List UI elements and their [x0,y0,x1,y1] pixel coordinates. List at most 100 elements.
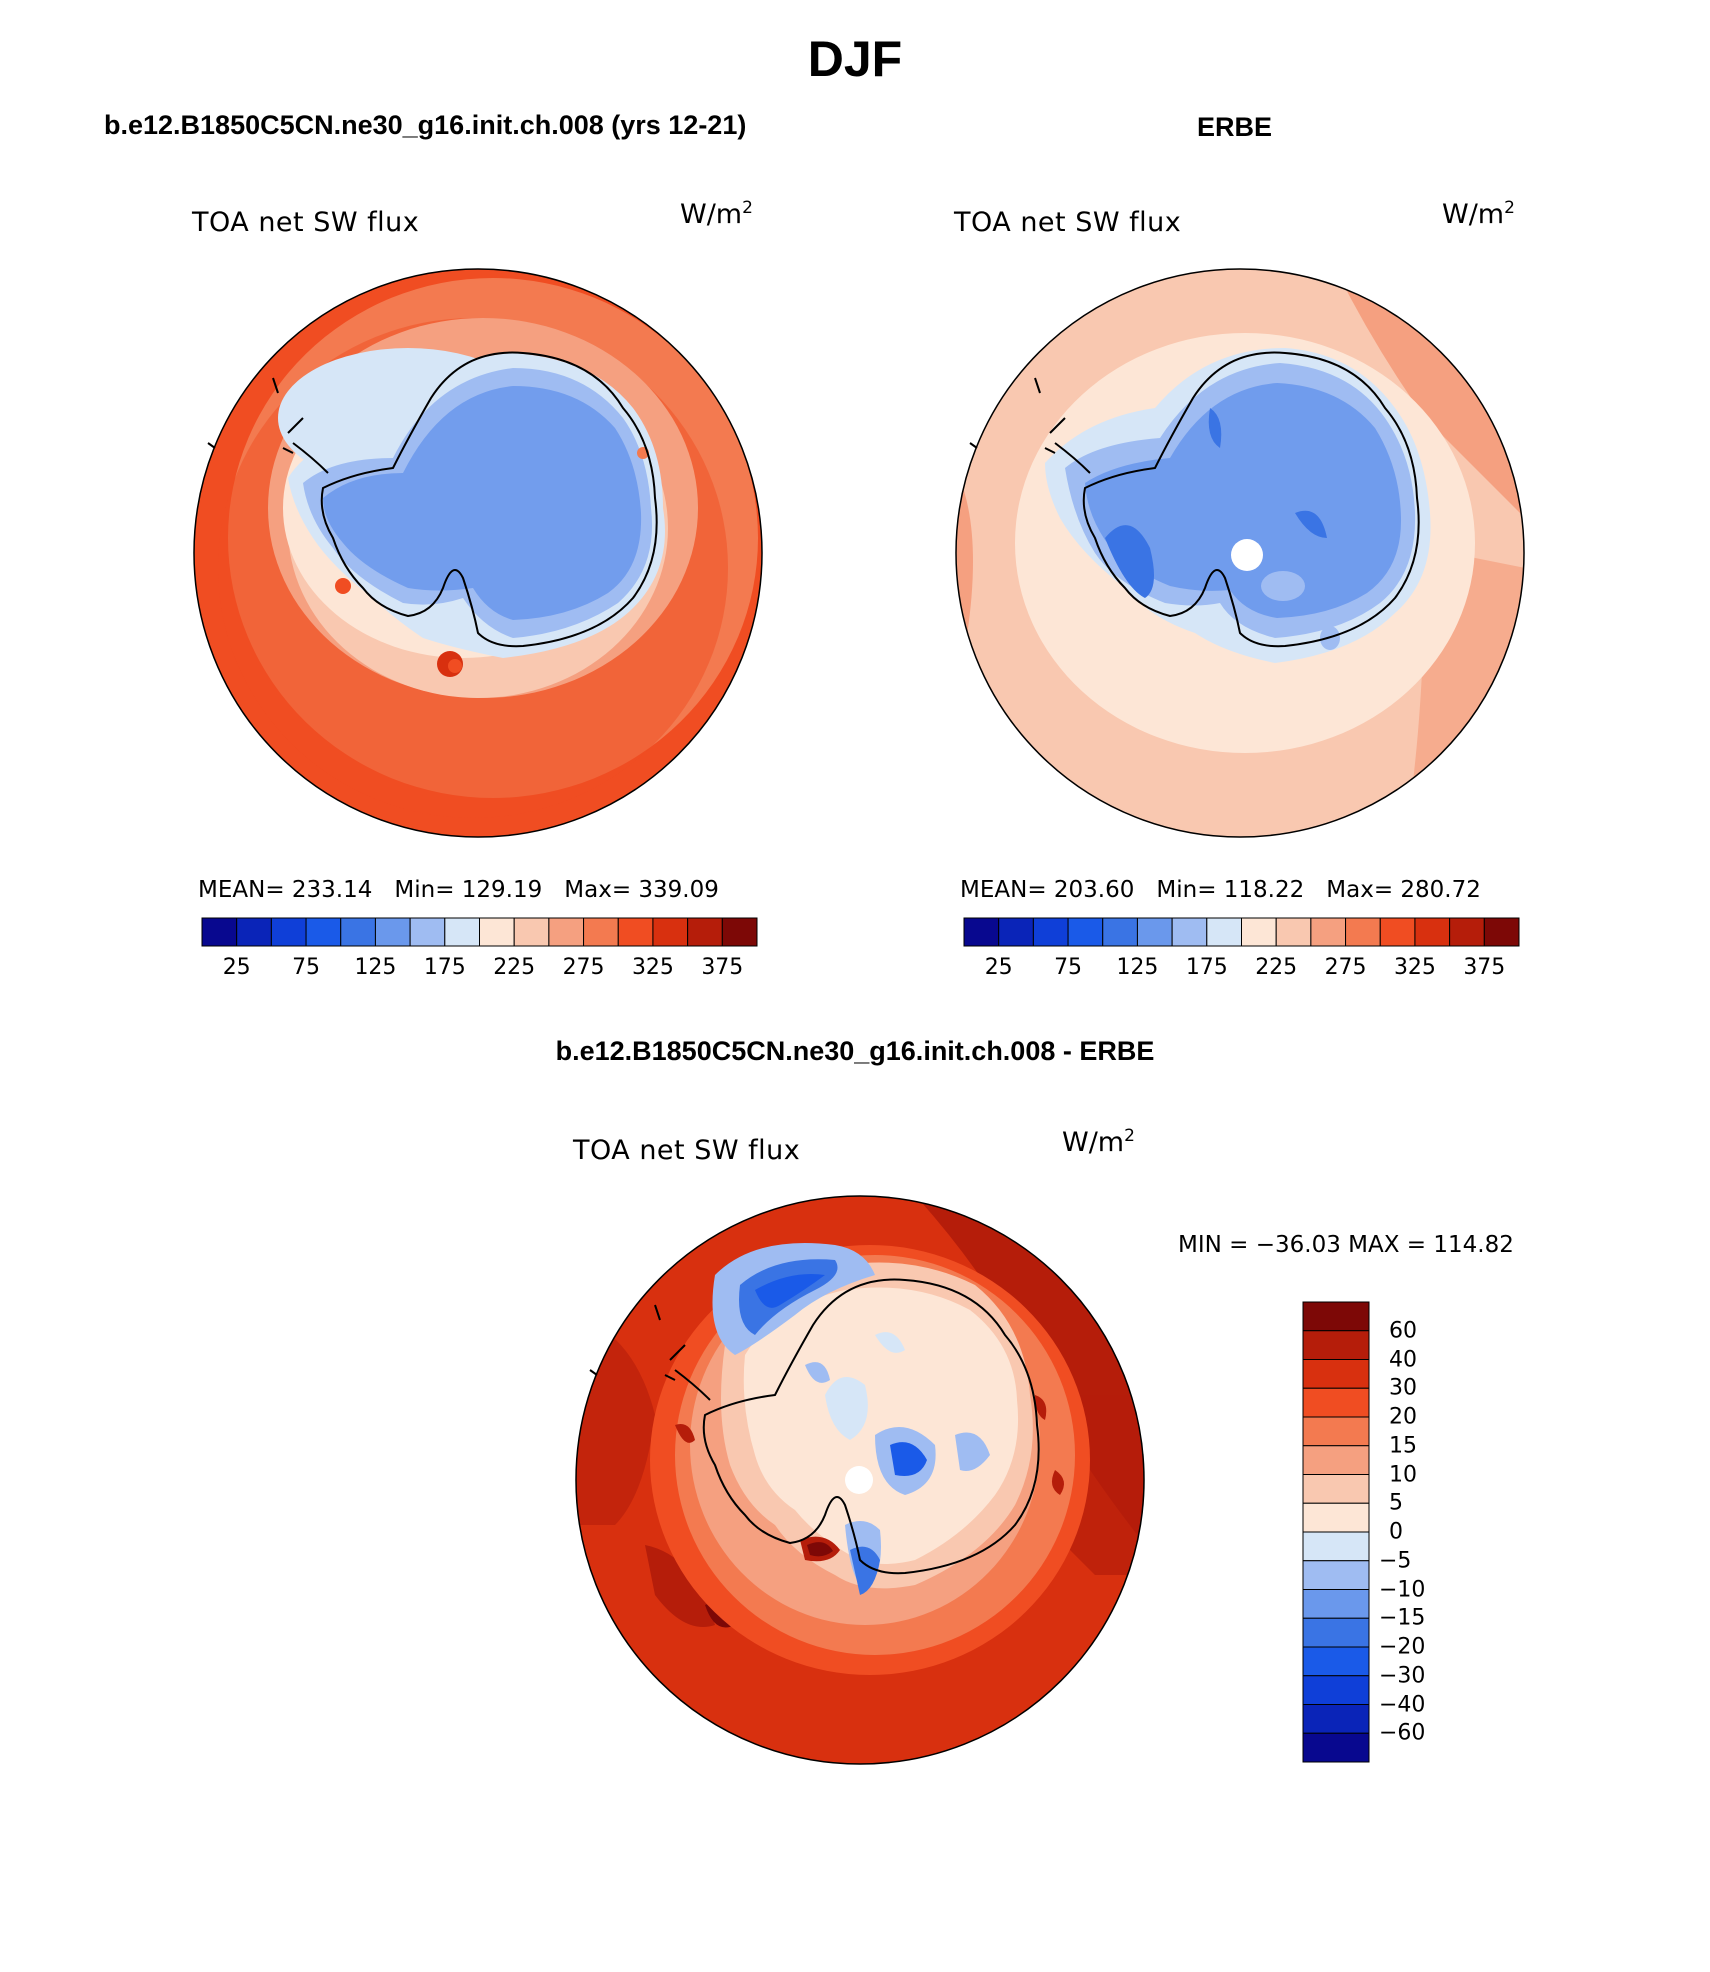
panel3-colorbar-ticks: 60 40 30 20 15 10 5 0 −5 −10 −15 −20 −30 −40 −60 [1379,1302,1465,1762]
panel1-colorbar-ticks: 25 75 125 175 225 275 325 375 [202,955,757,985]
panel3-unit: W/m2 [1062,1126,1135,1158]
panel3-colorbar-tick-label: −10 [1379,1577,1426,1602]
panel1-map [193,268,763,838]
panel2-unit: W/m2 [1442,198,1515,230]
panel1-colorbar-tick-label: 225 [493,955,536,980]
panel3-minmax: MIN = −36.03 MAX = 114.82 [1178,1232,1514,1258]
panel2-mean: MEAN= 203.60 [960,877,1135,903]
panel1-title: b.e12.B1850C5CN.ne30_g16.init.ch.008 (yr… [104,110,747,140]
panel3-colorbar-tick-label: 0 [1389,1519,1403,1545]
panel3-colorbar-tick-label: 60 [1389,1318,1417,1344]
panel2-colorbar-tick-label: 175 [1185,955,1228,980]
panel1-max: Max= 339.09 [564,877,719,903]
panel3-colorbar-box [1302,1531,1370,1562]
panel3-colorbar-box [1302,1646,1370,1677]
panel2-title: ERBE [1197,112,1273,142]
panel3-colorbar-box [1302,1502,1370,1533]
panel2-stats: MEAN= 203.60 Min= 118.22 Max= 280.72 [960,877,1503,903]
panel1-colorbar-tick-label: 375 [701,955,744,980]
panel1-colorbar-box [617,917,654,947]
panel2-colorbar-box [1379,917,1416,947]
panel1-colorbar-box [548,917,585,947]
main-title: DJF [807,31,903,87]
panel1-colorbar-box [513,917,550,947]
panel1-colorbar-box [340,917,376,947]
panel2-colorbar-box [1032,917,1069,947]
panel2-field-label: TOA net SW flux [954,207,1182,238]
panel3-field-label: TOA net SW flux [573,1135,801,1166]
panel3-colorbar-tick-label: −5 [1379,1548,1412,1574]
panel2-colorbar [963,917,1520,947]
panel3-colorbar-box [1302,1589,1370,1619]
panel1-min: Min= 129.19 [394,877,543,903]
panel2-colorbar-box [1102,917,1138,947]
panel3-colorbar-tick-label: −15 [1379,1605,1426,1631]
panel3-colorbar-tick-label: −20 [1379,1634,1426,1660]
panel3-colorbar-tick-label: 30 [1389,1375,1417,1401]
panel2-colorbar-box [1483,917,1520,947]
panel1-colorbar-box [236,917,272,947]
panel2-colorbar-box [1449,917,1485,947]
panel3-colorbar-box [1302,1301,1370,1332]
panel1-colorbar-box [583,917,619,947]
panel2-colorbar-box [1414,917,1451,947]
panel1-colorbar-box [479,917,515,947]
panel3-map [575,1195,1145,1765]
panel3-colorbar-tick-label: 20 [1389,1404,1417,1430]
panel2-colorbar-box [1345,917,1381,947]
panel2-min: Min= 118.22 [1156,877,1305,903]
panel3-colorbar-box [1302,1675,1370,1705]
panel1-colorbar [201,917,758,947]
panel3-colorbar-tick-label: 40 [1389,1347,1417,1372]
panel2-colorbar-tick-label: 325 [1393,955,1436,980]
panel1-colorbar-box [374,917,411,947]
panel3-colorbar-box [1302,1359,1370,1389]
panel1-colorbar-tick-label: 275 [562,955,605,980]
panel3-colorbar-tick-label: −60 [1379,1720,1426,1746]
panel3-colorbar-tick-label: 5 [1389,1490,1403,1516]
panel3-colorbar-tick-label: 15 [1389,1433,1417,1459]
panel2-colorbar-box [963,917,1000,947]
panel3-colorbar-box [1302,1445,1370,1475]
panel2-colorbar-box [1275,917,1312,947]
panel3-colorbar-box [1302,1560,1370,1590]
panel1-colorbar-tick-label: 175 [423,955,466,980]
panel3-colorbar-tick-label: −30 [1379,1663,1426,1689]
panel3-colorbar-box [1302,1387,1370,1418]
panel2-colorbar-tick-label: 125 [1116,955,1159,980]
panel1-colorbar-box [201,917,238,947]
panel2-colorbar-tick-label: 375 [1463,955,1506,980]
panel1-stats: MEAN= 233.14 Min= 129.19 Max= 339.09 [198,877,741,903]
panel1-mean: MEAN= 233.14 [198,877,373,903]
panel3-colorbar-box [1302,1704,1370,1734]
panel2-colorbar-box [1310,917,1347,947]
panel3-colorbar-box [1302,1474,1370,1504]
panel1-colorbar-box [305,917,342,947]
panel2-colorbar-box [1206,917,1242,947]
panel1-colorbar-box [409,917,446,947]
panel2-colorbar-box [1067,917,1104,947]
panel3-colorbar [1302,1301,1370,1763]
panel3-colorbar-box [1302,1732,1370,1763]
panel2-colorbar-box [1241,917,1277,947]
panel3-colorbar-box [1302,1617,1370,1648]
panel2-colorbar-tick-label: 75 [1054,955,1083,980]
panel1-unit: W/m2 [680,198,753,230]
panel2-colorbar-box [1171,917,1208,947]
panel2-colorbar-ticks: 25 75 125 175 225 275 325 375 [964,955,1519,985]
panel1-colorbar-box [721,917,758,947]
panel2-colorbar-tick-label: 25 [984,955,1013,980]
panel3-colorbar-tick-label: −40 [1379,1692,1426,1717]
panel1-colorbar-tick-label: 125 [354,955,397,980]
panel2-map [955,268,1525,838]
panel1-colorbar-box [652,917,689,947]
panel1-colorbar-tick-label: 325 [631,955,674,980]
panel1-field-label: TOA net SW flux [192,207,420,238]
panel1-colorbar-tick-label: 75 [292,955,321,980]
panel3-colorbar-box [1302,1330,1370,1360]
panel3-colorbar-box [1302,1416,1370,1447]
panel2-colorbar-box [998,917,1034,947]
panel3-colorbar-tick-label: 10 [1389,1462,1417,1487]
panel1-colorbar-box [444,917,480,947]
panel2-colorbar-box [1136,917,1173,947]
